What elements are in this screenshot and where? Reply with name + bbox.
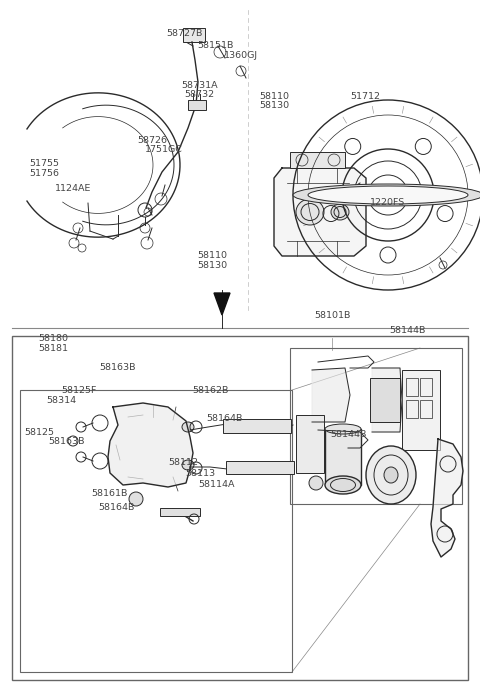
Ellipse shape [182,422,194,432]
Text: 58314: 58314 [47,396,76,405]
Text: 58130: 58130 [197,261,227,270]
Text: 58181: 58181 [39,343,69,353]
Bar [223,419,291,433]
Text: 58101B: 58101B [314,310,350,320]
Bar [325,429,361,485]
Ellipse shape [308,186,468,204]
Text: 58144B: 58144B [330,430,366,440]
Ellipse shape [384,467,398,483]
Text: 58110: 58110 [197,251,227,261]
Text: 51712: 51712 [351,92,381,101]
Polygon shape [312,368,350,422]
Bar [370,378,400,422]
Text: 58151B: 58151B [197,41,233,50]
Circle shape [129,492,143,506]
Bar [406,400,418,418]
Polygon shape [372,368,402,432]
Text: 58180: 58180 [39,334,69,343]
Text: 58163B: 58163B [99,363,136,372]
Text: 58164B: 58164B [98,503,134,513]
Text: 58113: 58113 [186,469,216,478]
Text: 51755: 51755 [29,159,59,169]
Ellipse shape [325,476,361,494]
Text: 58125F: 58125F [61,386,97,396]
Polygon shape [431,439,463,557]
Text: 58130: 58130 [260,101,289,111]
Circle shape [309,476,323,490]
Bar [188,100,206,110]
Text: 58114A: 58114A [199,480,235,489]
Bar [226,461,294,474]
Bar [406,378,418,396]
Polygon shape [214,293,230,315]
Text: 58731A: 58731A [181,80,217,90]
Text: 58112: 58112 [168,458,198,467]
Text: 1220FS: 1220FS [370,197,406,207]
Polygon shape [108,403,193,487]
Text: 58163B: 58163B [48,437,84,447]
Ellipse shape [331,204,349,220]
Text: 58732: 58732 [184,90,214,100]
Bar [296,415,324,473]
Ellipse shape [182,460,194,470]
Bar [420,400,432,418]
Text: 58162B: 58162B [192,386,228,396]
Ellipse shape [366,446,416,504]
Bar [183,28,205,42]
Text: 58125: 58125 [24,427,54,437]
Text: 58727B: 58727B [167,28,203,38]
Bar [290,152,345,168]
Text: 1751GC: 1751GC [145,145,183,155]
Bar [12,336,468,680]
Polygon shape [274,168,366,256]
Bar [290,348,462,504]
Bar [160,508,200,516]
Bar [402,370,440,450]
Ellipse shape [293,184,480,206]
Text: 58164B: 58164B [206,413,243,423]
Text: 58161B: 58161B [91,489,128,499]
Text: 58110: 58110 [260,92,289,101]
Ellipse shape [325,424,361,434]
Ellipse shape [296,199,324,225]
Text: 1360GJ: 1360GJ [224,50,258,60]
Text: 58726: 58726 [138,136,168,145]
Bar [420,378,432,396]
Bar [20,390,292,672]
Text: 51756: 51756 [29,169,59,178]
Text: 1124AE: 1124AE [55,184,91,193]
Text: 58144B: 58144B [389,325,425,335]
